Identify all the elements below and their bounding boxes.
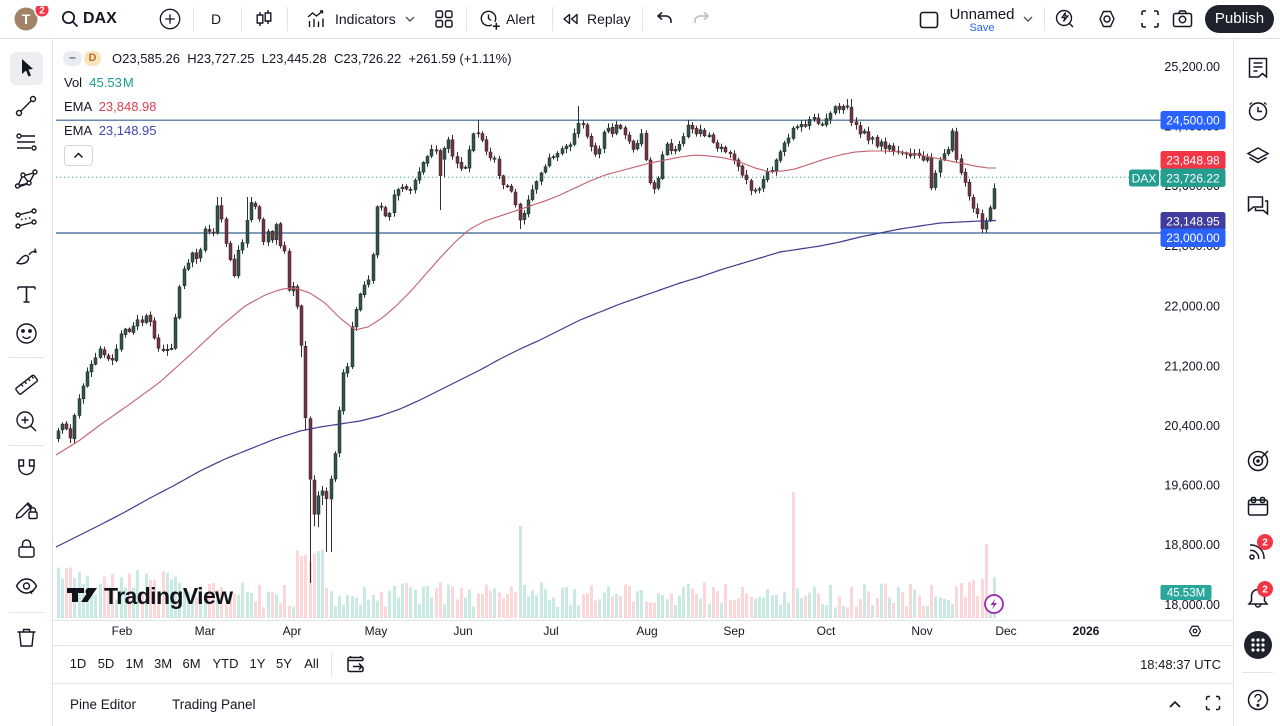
svg-text:20,400.00: 20,400.00 bbox=[1164, 419, 1220, 433]
svg-text:23,000.00: 23,000.00 bbox=[1166, 231, 1220, 245]
svg-text:18,000.00: 18,000.00 bbox=[1164, 598, 1220, 612]
svg-text:2026: 2026 bbox=[1073, 624, 1100, 638]
svg-text:25,200.00: 25,200.00 bbox=[1164, 60, 1220, 74]
svg-text:TradingView: TradingView bbox=[104, 583, 233, 609]
svg-text:Nov: Nov bbox=[911, 624, 932, 638]
svg-text:2: 2 bbox=[1262, 585, 1268, 596]
svg-text:Mar: Mar bbox=[195, 624, 216, 638]
svg-text:45.53M: 45.53M bbox=[1167, 588, 1205, 600]
svg-text:2: 2 bbox=[1262, 538, 1268, 549]
svg-text:23,726.22: 23,726.22 bbox=[1166, 171, 1220, 185]
svg-text:2: 2 bbox=[39, 6, 45, 17]
svg-text:Jun: Jun bbox=[453, 624, 472, 638]
svg-text:Dec: Dec bbox=[995, 624, 1016, 638]
svg-text:22,000.00: 22,000.00 bbox=[1164, 300, 1220, 314]
svg-text:24,500.00: 24,500.00 bbox=[1166, 114, 1220, 128]
svg-text:23,148.95: 23,148.95 bbox=[1166, 215, 1220, 229]
svg-text:21,200.00: 21,200.00 bbox=[1164, 359, 1220, 373]
svg-text:DAX: DAX bbox=[1132, 171, 1157, 185]
svg-text:Feb: Feb bbox=[112, 624, 133, 638]
svg-text:23,848.98: 23,848.98 bbox=[1166, 154, 1220, 168]
svg-text:May: May bbox=[365, 624, 388, 638]
svg-text:Oct: Oct bbox=[817, 624, 836, 638]
svg-text:Aug: Aug bbox=[636, 624, 657, 638]
svg-text:19,600.00: 19,600.00 bbox=[1164, 479, 1220, 493]
svg-text:T: T bbox=[22, 11, 31, 27]
svg-text:Jul: Jul bbox=[543, 624, 558, 638]
svg-text:Sep: Sep bbox=[723, 624, 745, 638]
svg-text:18,800.00: 18,800.00 bbox=[1164, 538, 1220, 552]
svg-text:Apr: Apr bbox=[283, 624, 302, 638]
